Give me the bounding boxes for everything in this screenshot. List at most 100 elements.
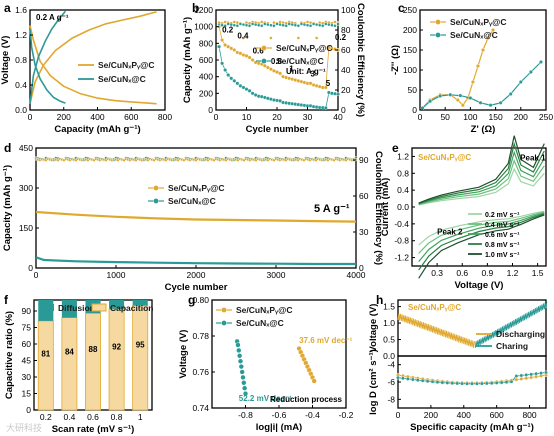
panel-h-logd-point-teal — [544, 370, 548, 375]
panel-c-point-1 — [528, 69, 533, 74]
panel-c-point-1 — [420, 105, 425, 110]
panel-b-ce-teal — [253, 22, 258, 27]
panel-b-legend-0-label: Se/CuNₓPᵧ@C — [276, 43, 333, 53]
panel-h-logd-point-teal — [450, 381, 455, 386]
panel-c-ytick-label: 0 — [412, 105, 417, 115]
panel-b-ytick-label: 1200 — [194, 5, 213, 15]
panel-a-xlabel: Capacity (mAh g⁻¹) — [54, 124, 140, 135]
panel-e-cv-upper-4 — [418, 135, 545, 204]
panel-b-point-0 — [220, 38, 225, 43]
panel-f-bar-diffusion — [132, 300, 148, 306]
panel-d-legend-1-label: Se/CuNₓ@C — [168, 196, 216, 206]
panel-b-ce-gold — [333, 20, 337, 24]
panel-g-ytick-label: 0.76 — [192, 367, 209, 377]
panel-g-legend-0-swatch-marker — [221, 307, 227, 313]
panel-c-point-1 — [488, 103, 493, 108]
panel-b-rate-label: 0.6 — [253, 46, 265, 55]
panel-f-ylabel: Capacitive ratio (%) — [4, 311, 15, 399]
panel-h-top-ytick-label: 0.0 — [383, 351, 395, 361]
panel-e-ytick-label: 0.4 — [397, 185, 409, 195]
panel-e-cv-upper-0 — [418, 167, 545, 206]
panel-h-logd-point-teal — [470, 381, 474, 386]
panel-label-a: a — [4, 1, 11, 15]
panel-h-logd-point-teal — [524, 373, 529, 377]
panel-e-ytick-label: 1.2 — [397, 151, 409, 161]
panel-f-ytick-label: 90 — [22, 306, 32, 316]
panel-b-ce-teal — [244, 23, 249, 27]
panel-e-ylabel: Current (mA) — [380, 178, 391, 237]
panel-b-rate-label: 5 — [326, 79, 331, 88]
panel-c-ytick-label: 200 — [403, 25, 417, 35]
panel-f-category-label: 0.4 — [63, 412, 75, 422]
panel-f-ytick-label: 30 — [22, 372, 32, 382]
panel-e-cv-lower-3 — [418, 213, 545, 271]
panel-b-ytick-label: 1000 — [194, 22, 213, 32]
panel-f-bar-label: 92 — [112, 342, 121, 351]
panel-b-point-0 — [278, 71, 283, 76]
panel-d-legend-0-label: Se/CuNₓPᵧ@C — [168, 183, 225, 193]
panel-b-point-1 — [323, 105, 328, 110]
panel-a-ytick-label: 1.6 — [15, 5, 27, 15]
panel-b-rate-label: 1 — [289, 65, 294, 74]
panel-h-title: Se/CuNₓPᵧ@C — [408, 303, 461, 312]
panel-b-ce-teal — [287, 22, 291, 26]
panel-e-ytick-label: -0.8 — [394, 236, 409, 246]
panel-a-xtick-label: 0 — [28, 112, 33, 122]
panel-g-point-1 — [236, 347, 242, 354]
panel-b-point-1 — [229, 76, 234, 81]
panel-b-point-0 — [238, 51, 243, 56]
panel-d-xtick-label: 2000 — [187, 270, 206, 280]
panel-f-ytick-label: 45 — [22, 356, 32, 366]
panel-b-point-1 — [336, 92, 341, 97]
panel-a-legend-0-label: Se/CuNₓPᵧ@C — [98, 60, 155, 70]
panel-h-logd-point-teal — [514, 374, 519, 378]
panel-a-xtick-label: 600 — [124, 112, 138, 122]
panel-f-ytick-label: 60 — [22, 339, 32, 349]
panel-h-logd-point-teal — [529, 372, 534, 377]
panel-c-xtick-label: 250 — [539, 112, 553, 122]
panel-b-ce-gold — [305, 20, 310, 24]
panel-h-bottom-ylabel: log D (cm² s⁻¹) — [368, 349, 379, 415]
panel-b-ce-gold — [296, 36, 301, 40]
panel-d-y2tick-label: 60 — [359, 191, 369, 201]
panel-c-xtick-label: 200 — [514, 112, 528, 122]
panel-h-logd-point-teal — [499, 380, 504, 385]
panel-b-ce-teal — [278, 22, 282, 27]
panel-c-ytick-label: 150 — [403, 45, 417, 55]
panel-f-category-label: 0.8 — [111, 412, 123, 422]
panel-b-point-0 — [262, 63, 267, 68]
panel-b-point-0 — [244, 53, 249, 58]
panel-label-c: c — [398, 1, 405, 15]
panel-h-top-ytick-label: 1.5 — [383, 302, 395, 312]
panel-g-note: Reduction process — [270, 395, 343, 404]
panel-h-logd-point-teal — [410, 377, 415, 382]
panel-h-top-ytick-label: 1.0 — [383, 318, 395, 328]
panel-c-ytick-label: 100 — [403, 65, 417, 75]
panel-g-point-1 — [242, 391, 249, 397]
panel-b-ce-teal — [260, 24, 264, 28]
panel-c-xlabel: Z' (Ω) — [471, 124, 496, 135]
panel-b-point-0 — [226, 44, 231, 49]
panel-h-discharge-curve — [397, 313, 475, 348]
panel-b-rate-label: 0.2 — [222, 26, 234, 35]
panel-b-point-1 — [220, 61, 225, 66]
panel-a-ytick-label: 0.0 — [15, 105, 27, 115]
panel-h-logd-point-teal — [509, 379, 514, 384]
panel-d-ytick-label: 150 — [19, 223, 33, 233]
panel-b-y2label: Coulombic Efficiency (%) — [355, 3, 366, 117]
panel-h-logd-point-teal — [534, 371, 539, 376]
panel-e-title: Se/CuNₓPᵧ@C — [418, 153, 471, 162]
panel-b-y2tick-label: 60 — [341, 45, 351, 55]
panel-b-ce-teal — [269, 23, 273, 27]
panel-b-ce-teal — [302, 22, 307, 27]
panel-f-bar-capacitive — [108, 308, 125, 411]
panel-b-ce-teal — [311, 22, 316, 26]
panel-g-ytick-label: 0.74 — [192, 403, 209, 413]
panel-b-legend-0-swatch-marker — [261, 45, 267, 51]
panel-b-point-1 — [241, 85, 246, 90]
panel-a-curve-1 — [29, 11, 157, 104]
panel-g-point-1 — [235, 342, 241, 348]
panel-h-legend-0-label: Discharging — [496, 329, 545, 339]
panel-b-ce-teal — [305, 23, 310, 27]
